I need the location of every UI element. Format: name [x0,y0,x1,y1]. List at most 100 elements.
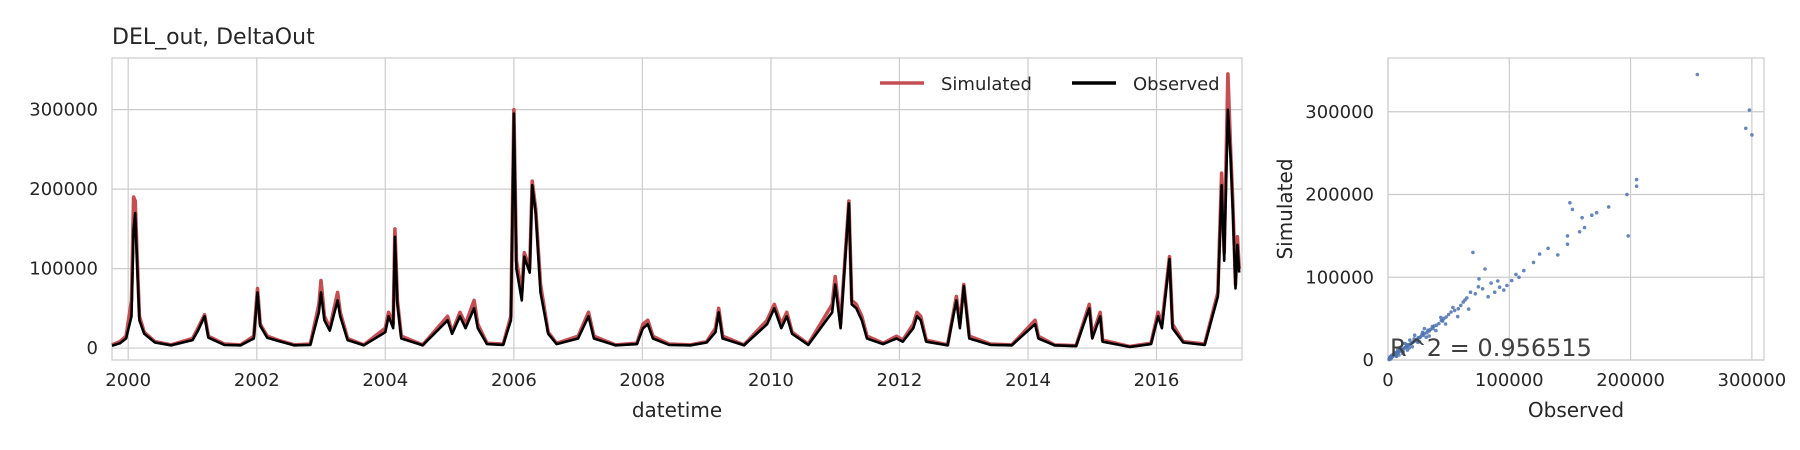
x-tick-label: 2008 [619,370,665,391]
scatter-point [1439,318,1444,323]
scatter-point [1403,341,1407,346]
x-tick-label: 2010 [748,370,794,391]
scatter-point [1626,234,1630,238]
scatter-y-tick-label: 0 [1363,350,1374,371]
scatter-point [1502,288,1506,292]
scatter-point [1434,328,1438,333]
scatter-point [1420,330,1425,335]
scatter-point [1496,279,1500,283]
timeseries-x-ticks: 2000 2002 2004 2006 2008 2010 2012 2014 2016 [105,370,1179,391]
chart-title: DEL_out, DeltaOut [112,25,315,50]
scatter-point [1577,230,1582,234]
scatter-point [1452,308,1457,313]
scatter-point [1747,108,1752,112]
scatter-point [1459,303,1463,308]
scatter-grid [1387,58,1764,361]
scatter-point [1468,290,1473,295]
scatter-point [1695,72,1700,77]
scatter-point [1546,246,1550,251]
scatter-x-tick-label: 0 [1382,370,1393,391]
scatter-point [1471,250,1475,255]
scatter-point [1750,133,1754,137]
scatter-point [1446,312,1451,317]
x-tick-label: 2016 [1134,370,1180,391]
scatter-point [1473,292,1478,296]
scatter-point [1744,126,1748,131]
legend: Simulated Observed [880,74,1220,95]
scatter-y-axis-label: Simulated [1273,158,1297,259]
scatter-point [1455,314,1460,319]
scatter-point [1392,351,1396,356]
y-tick-label: 200000 [29,179,98,200]
scatter-points [1387,72,1754,362]
scatter-point [1408,338,1412,342]
scatter-frame [1387,57,1765,361]
timeseries-frame [111,57,1243,361]
scatter-point [1395,348,1400,352]
scatter-point [1387,357,1391,362]
scatter-point [1489,281,1493,285]
timeseries-chart: 2000 2002 2004 2006 2008 2010 2012 2014 2016 0 10… [29,25,1243,422]
scatter-point [1590,213,1594,217]
scatter-point [1398,345,1402,350]
scatter-x-axis-label: Observed [1528,398,1624,422]
scatter-point [1463,298,1467,302]
x-tick-label: 2006 [491,370,537,391]
scatter-point [1443,322,1448,326]
scatter-point [1466,307,1471,311]
scatter-x-ticks: 0 100000 200000 300000 [1382,370,1786,391]
y-tick-label: 0 [87,338,98,359]
timeseries-grid [112,58,1242,360]
scatter-point [1522,268,1526,273]
scatter-point [1514,272,1518,277]
scatter-point [1486,294,1490,299]
scatter-point [1537,252,1542,256]
scatter-point [1412,333,1417,338]
y-tick-label: 100000 [29,259,98,280]
scatter-x-tick-label: 300000 [1718,370,1787,391]
series-line-observed [111,108,1241,349]
scatter-point [1427,334,1431,338]
scatter-point [1422,326,1427,331]
scatter-y-tick-label: 100000 [1305,267,1374,288]
scatter-point [1582,225,1587,230]
scatter-point [1412,337,1416,341]
scatter-point [1606,205,1611,209]
scatter-point [1570,207,1575,212]
scatter-point [1449,310,1453,314]
x-tick-label: 2014 [1005,370,1051,391]
scatter-point [1594,210,1599,215]
x-axis-label: datetime [632,398,722,422]
scatter-point [1405,348,1410,352]
scatter-chart: 0 100000 200000 300000 0100000200000300000 … [1273,57,1786,422]
scatter-point [1556,253,1560,257]
scatter-point [1456,306,1461,311]
scatter-y-tick-label: 200000 [1305,185,1374,206]
scatter-point [1625,192,1629,197]
scatter-y-tick-label: 300000 [1305,102,1374,123]
scatter-point [1580,215,1584,220]
x-tick-label: 2002 [234,370,280,391]
scatter-point [1477,277,1481,281]
scatter-point [1480,287,1485,291]
scatter-point [1483,267,1487,271]
scatter-point [1517,275,1521,280]
scatter-point [1417,340,1422,344]
y-tick-label: 300000 [29,100,98,121]
scatter-point [1430,324,1435,329]
scatter-y-ticks: 0 100000 200000 300000 [1305,102,1374,371]
scatter-point [1505,283,1509,288]
scatter-point [1568,201,1572,205]
scatter-x-tick-label: 100000 [1475,370,1544,391]
legend-label-observed: Observed [1133,74,1220,95]
timeseries-y-ticks: 0 100000 200000 300000 [29,100,98,359]
scatter-point [1509,278,1514,283]
legend-label-simulated: Simulated [941,74,1032,95]
scatter-point [1451,305,1455,310]
scatter-point [1531,260,1536,265]
scatter-point [1476,285,1481,289]
scatter-point [1565,234,1570,238]
scatter-point [1497,285,1502,290]
